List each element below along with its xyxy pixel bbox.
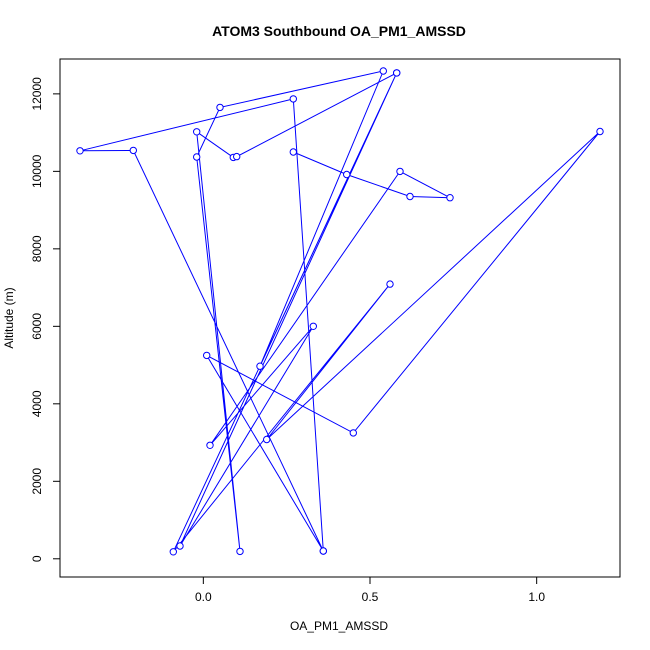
data-point xyxy=(309,322,317,330)
data-point xyxy=(203,351,211,360)
data-point xyxy=(193,128,201,136)
data-point xyxy=(343,170,351,179)
data-point xyxy=(289,95,297,103)
data-point xyxy=(263,435,271,444)
x-tick-label: 0.5 xyxy=(362,590,379,604)
y-axis-label: Altitude (m) xyxy=(2,287,16,348)
data-point xyxy=(319,547,327,555)
y-tick-label: 10000 xyxy=(30,154,44,188)
y-tick-label: 4000 xyxy=(30,390,44,417)
data-point xyxy=(236,547,244,556)
y-tick-label: 12000 xyxy=(30,77,44,111)
data-point xyxy=(396,167,404,176)
y-tick-label: 2000 xyxy=(30,468,44,495)
data-point xyxy=(76,147,84,155)
x-tick-label: 1.0 xyxy=(528,590,545,604)
data-point xyxy=(216,103,224,112)
data-point xyxy=(129,146,138,155)
data-point xyxy=(349,429,357,437)
y-tick-label: 6000 xyxy=(30,313,44,340)
data-point xyxy=(386,280,394,288)
data-point xyxy=(393,69,401,77)
y-axis: 0 2000 4000 6000 8000 10000 12000 xyxy=(30,77,61,562)
data-point xyxy=(206,441,214,449)
data-point xyxy=(176,542,184,550)
x-axis-label: OA_PM1_AMSSD xyxy=(290,619,388,633)
data-point xyxy=(596,127,604,136)
series-layer xyxy=(76,67,604,556)
data-point xyxy=(256,362,264,370)
x-tick-label: 0.0 xyxy=(195,590,212,604)
data-point xyxy=(169,548,178,556)
x-axis: 0.0 0.5 1.0 xyxy=(195,576,545,604)
data-point xyxy=(233,152,241,161)
data-point xyxy=(193,153,201,161)
chart-title: ATOM3 Southbound OA_PM1_AMSSD xyxy=(212,23,466,39)
y-tick-label: 0 xyxy=(30,555,44,562)
data-point xyxy=(379,67,387,75)
data-point xyxy=(406,192,414,201)
data-point xyxy=(446,194,454,202)
data-point xyxy=(289,148,297,156)
y-tick-label: 8000 xyxy=(30,235,44,262)
